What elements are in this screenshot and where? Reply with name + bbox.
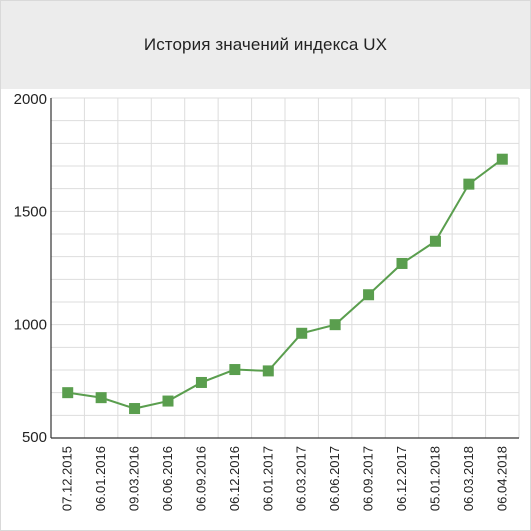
x-tick-label: 06.09.2017 [361, 446, 376, 511]
x-axis-ticks: 07.12.2015 06.01.2016 09.03.2016 06.06.2016… [60, 446, 510, 511]
y-tick-label: 1000 [14, 317, 47, 334]
data-point-marker [195, 376, 207, 388]
data-point-marker [62, 387, 74, 399]
x-tick-label: 06.01.2016 [93, 446, 108, 511]
x-tick-label: 06.04.2018 [494, 446, 509, 511]
data-point-marker [363, 289, 375, 301]
x-tick-label: 06.12.2017 [394, 446, 409, 511]
x-tick-label: 06.03.2017 [294, 446, 309, 511]
grid [50, 97, 520, 439]
data-point-marker [396, 257, 408, 269]
y-tick-label: 500 [22, 429, 47, 446]
data-point-marker [429, 235, 441, 247]
series-line [67, 158, 503, 410]
y-tick-label: 1500 [14, 203, 47, 220]
x-tick-label: 06.06.2016 [160, 446, 175, 511]
series-layer [62, 153, 508, 415]
axes [50, 98, 519, 439]
data-point-marker [129, 403, 141, 415]
data-point-marker [229, 364, 241, 376]
x-tick-label: 07.12.2015 [60, 446, 75, 511]
data-point-marker [262, 365, 274, 377]
data-point-marker [296, 327, 308, 339]
chart-title: История значений индекса UX [143, 35, 388, 54]
x-tick-label: 06.12.2016 [227, 446, 242, 511]
y-tick-label: 2000 [14, 91, 47, 108]
x-tick-label: 06.01.2017 [260, 446, 275, 511]
x-tick-label: 06.03.2018 [461, 446, 476, 511]
x-tick-label: 05.01.2018 [427, 446, 442, 511]
x-tick-label: 06.09.2016 [193, 446, 208, 511]
x-tick-label: 06.06.2017 [327, 446, 342, 511]
y-axis-ticks: 500 1000 1500 2000 [14, 91, 47, 446]
chart-header: История значений индекса UX [1, 1, 530, 89]
x-tick-label: 09.03.2016 [127, 446, 142, 511]
data-point-marker [329, 319, 341, 331]
data-point-marker [95, 392, 107, 404]
data-point-marker [496, 153, 508, 165]
data-point-marker [463, 178, 475, 190]
data-point-marker [162, 395, 174, 407]
